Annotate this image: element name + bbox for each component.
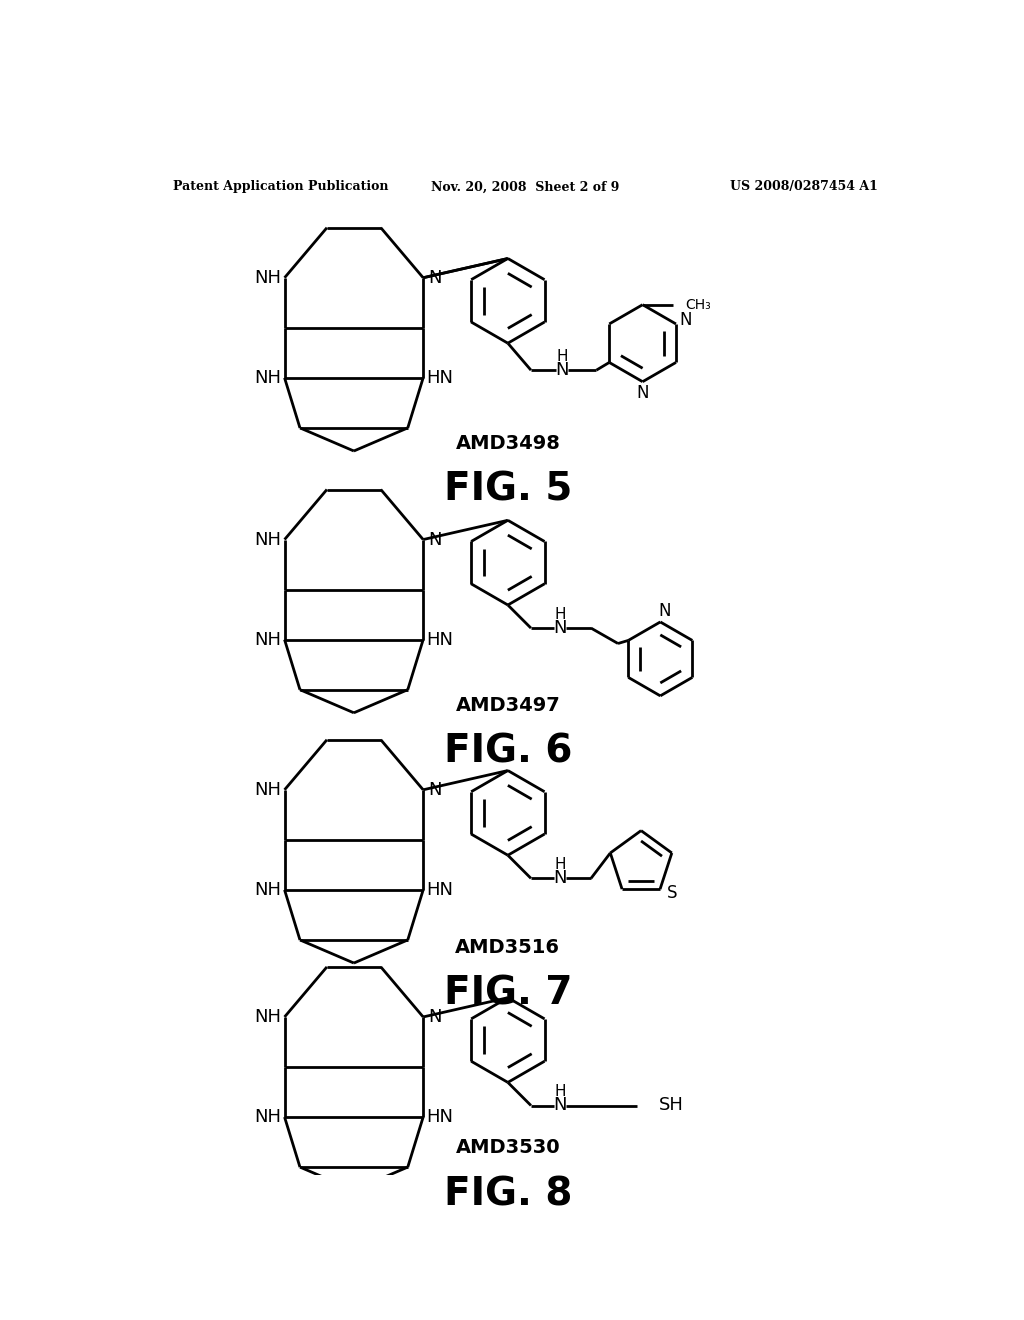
Text: N: N xyxy=(428,781,441,799)
Text: N: N xyxy=(636,384,649,403)
Text: FIG. 5: FIG. 5 xyxy=(443,470,572,508)
Text: AMD3530: AMD3530 xyxy=(456,1138,560,1158)
Text: HN: HN xyxy=(427,631,454,648)
Text: H: H xyxy=(554,857,566,873)
Text: NH: NH xyxy=(254,1107,282,1126)
Text: NH: NH xyxy=(254,269,282,286)
Text: CH₃: CH₃ xyxy=(685,298,711,312)
Text: AMD3497: AMD3497 xyxy=(456,696,560,714)
Text: FIG. 6: FIG. 6 xyxy=(443,733,572,771)
Text: NH: NH xyxy=(254,1008,282,1026)
Text: SH: SH xyxy=(658,1097,684,1114)
Text: NH: NH xyxy=(254,368,282,387)
Text: N: N xyxy=(555,362,568,379)
Text: NH: NH xyxy=(254,781,282,799)
Text: AMD3498: AMD3498 xyxy=(456,434,560,453)
Text: NH: NH xyxy=(254,631,282,648)
Text: N: N xyxy=(658,602,671,620)
Text: NH: NH xyxy=(254,880,282,899)
Text: N: N xyxy=(428,1008,441,1026)
Text: H: H xyxy=(554,1084,566,1100)
Text: N: N xyxy=(679,312,691,329)
Text: N: N xyxy=(428,269,441,286)
Text: FIG. 8: FIG. 8 xyxy=(443,1175,572,1213)
Text: H: H xyxy=(556,348,567,364)
Text: N: N xyxy=(428,531,441,549)
Text: NH: NH xyxy=(254,531,282,549)
Text: HN: HN xyxy=(427,368,454,387)
Text: HN: HN xyxy=(427,880,454,899)
Text: N: N xyxy=(553,619,567,638)
Text: US 2008/0287454 A1: US 2008/0287454 A1 xyxy=(729,181,878,194)
Text: Patent Application Publication: Patent Application Publication xyxy=(173,181,388,194)
Text: N: N xyxy=(553,870,567,887)
Text: HN: HN xyxy=(427,1107,454,1126)
Text: H: H xyxy=(554,607,566,622)
Text: S: S xyxy=(667,884,677,902)
Text: AMD3516: AMD3516 xyxy=(456,939,560,957)
Text: Nov. 20, 2008  Sheet 2 of 9: Nov. 20, 2008 Sheet 2 of 9 xyxy=(431,181,618,194)
Text: N: N xyxy=(553,1097,567,1114)
Text: FIG. 7: FIG. 7 xyxy=(443,975,572,1012)
